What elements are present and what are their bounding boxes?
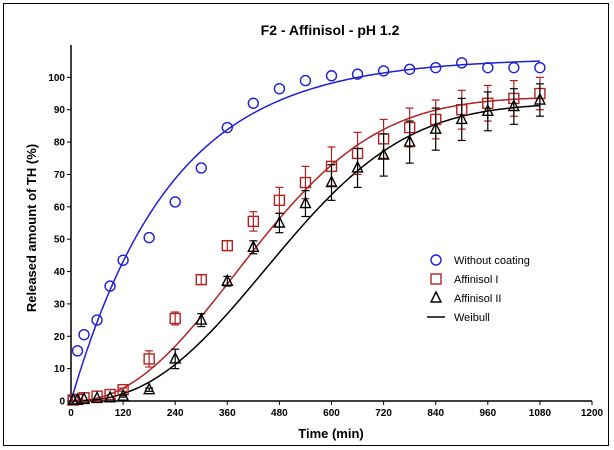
data-point — [221, 121, 234, 134]
data-point — [195, 273, 207, 286]
data-point — [534, 61, 546, 74]
data-point — [508, 61, 520, 74]
data-point — [403, 63, 416, 75]
data-point — [430, 61, 442, 74]
data-point — [403, 134, 416, 147]
fit-curves — [70, 60, 540, 402]
data-point — [299, 176, 312, 189]
data-point — [71, 345, 84, 357]
x-tick-label: 960 — [479, 408, 496, 419]
y-axis-title: Released amount of TH (%) — [24, 144, 39, 312]
chart-title: F2 - Affinisol - pH 1.2 — [261, 22, 400, 38]
data-point — [78, 328, 90, 341]
data-point — [143, 382, 156, 395]
data-point — [195, 162, 207, 174]
legend-label: Affinisol I — [454, 274, 498, 286]
x-tick-label: 480 — [271, 408, 288, 419]
x-tick-label: 1200 — [581, 408, 604, 419]
data-point — [143, 353, 155, 365]
data-point — [247, 215, 260, 228]
x-axis-title: Time (min) — [298, 426, 364, 441]
data-point — [325, 174, 338, 188]
data-point — [351, 68, 364, 80]
data-point — [273, 194, 286, 207]
chart-frame — [3, 3, 609, 446]
data-point — [104, 388, 116, 401]
data-point — [169, 351, 182, 364]
data-point — [117, 254, 129, 266]
data-point — [195, 312, 208, 325]
data-marks — [67, 57, 547, 406]
data-point — [299, 196, 312, 209]
data-point — [377, 65, 390, 77]
legend-item: Without coating — [430, 254, 530, 267]
y-tick-label: 0 — [59, 397, 65, 408]
x-tick-label: 600 — [323, 408, 340, 419]
axes: 0 10 20 30 40 50 60 70 80 90 100 0 120 240 360 480 600 72… — [48, 45, 604, 419]
data-point — [169, 312, 181, 325]
y-tick-label: 80 — [54, 138, 66, 149]
data-point — [71, 392, 84, 405]
data-point — [482, 61, 494, 74]
y-tick-label: 20 — [54, 332, 66, 343]
x-tick-label: 120 — [115, 408, 132, 419]
legend-symbol — [430, 273, 442, 285]
data-point — [169, 196, 181, 208]
data-point — [90, 390, 104, 404]
y-tick-label: 90 — [54, 105, 66, 116]
legend-item: Affinisol II — [429, 290, 502, 305]
data-point — [247, 97, 260, 109]
data-point — [273, 215, 286, 228]
x-tick-label: 720 — [375, 408, 392, 419]
legend-item: Weibull — [427, 312, 490, 324]
series-2 — [67, 76, 546, 406]
x-tick-label: 1080 — [529, 408, 552, 419]
y-tick-label: 70 — [54, 170, 66, 181]
data-point — [143, 231, 155, 244]
x-tick-label: 0 — [68, 408, 74, 419]
data-point — [103, 390, 117, 403]
y-tick-label: 60 — [54, 202, 66, 213]
legend-label: Without coating — [454, 255, 530, 267]
legend: Without coating Affinisol I Affinisol II We… — [427, 254, 530, 324]
data-point — [533, 92, 547, 105]
data-point — [325, 70, 338, 82]
y-tick-label: 10 — [54, 364, 66, 375]
data-point — [351, 160, 364, 173]
legend-symbol — [430, 254, 442, 266]
y-tick-label: 50 — [54, 235, 66, 246]
series-3 — [67, 83, 547, 406]
data-point — [481, 103, 494, 117]
x-tick-label: 360 — [219, 408, 236, 419]
data-point — [221, 273, 234, 286]
x-tick-label: 840 — [427, 408, 444, 419]
fit-curve-3 — [71, 104, 540, 402]
data-point — [273, 82, 286, 95]
x-tick-label: 240 — [167, 408, 184, 419]
data-point — [429, 121, 442, 134]
y-tick-label: 40 — [54, 267, 66, 278]
data-point — [91, 314, 103, 326]
legend-label: Weibull — [454, 312, 490, 324]
y-tick-label: 30 — [54, 299, 66, 310]
data-point — [247, 239, 260, 252]
data-point — [299, 74, 312, 87]
y-tick-label: 100 — [48, 73, 65, 84]
fit-curve-2 — [70, 97, 540, 402]
data-point — [377, 147, 390, 160]
legend-symbol — [429, 290, 443, 303]
data-point — [104, 280, 116, 292]
legend-label: Affinisol II — [454, 293, 502, 305]
data-point — [77, 391, 91, 405]
data-point — [221, 239, 234, 252]
data-point — [116, 388, 130, 401]
data-point — [456, 57, 468, 69]
legend-item: Affinisol I — [430, 273, 498, 286]
data-point — [455, 111, 468, 125]
fit-curve-1 — [70, 60, 540, 402]
data-point — [507, 98, 520, 112]
